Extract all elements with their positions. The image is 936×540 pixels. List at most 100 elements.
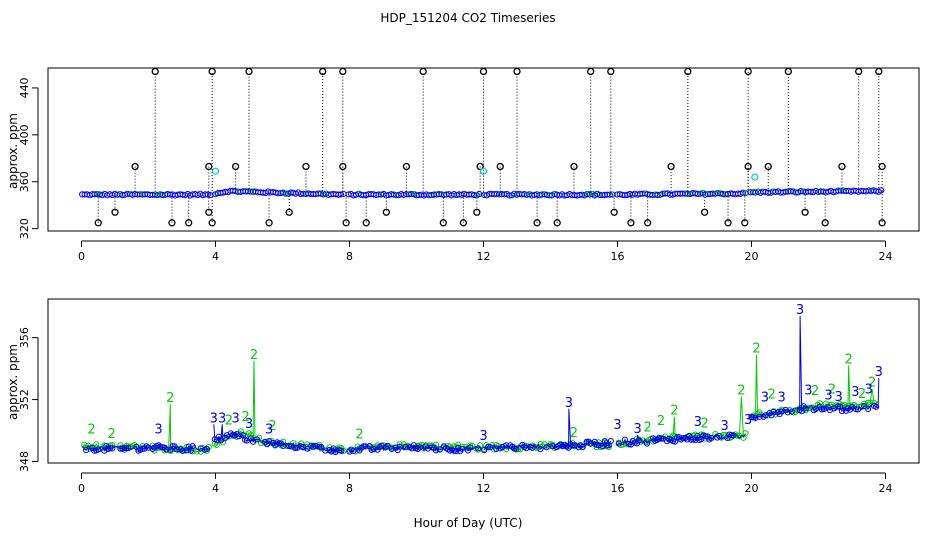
- bottom-axes: 0 4 8 12 16 20 24 348 352 356: [18, 327, 893, 495]
- outlier-marker: [667, 162, 675, 171]
- series-2-label: 2: [700, 417, 708, 432]
- series-3-marker: [452, 448, 460, 455]
- series-2-marker: [245, 430, 253, 437]
- outlier-marker: [285, 208, 293, 216]
- bottom-plot-frame: [47, 298, 920, 464]
- series-3-label: 3: [479, 429, 487, 444]
- outlier-marker: [302, 162, 310, 171]
- outlier-marker: [205, 162, 213, 171]
- series-3-marker: [436, 446, 444, 453]
- series-2-label: 2: [828, 383, 836, 398]
- series-3-label: 3: [804, 383, 812, 398]
- series-2-marker: [734, 432, 741, 439]
- series-3-marker: [422, 443, 429, 450]
- series-3-label: 3: [231, 412, 239, 427]
- series-3-marker: [549, 443, 556, 450]
- series-3-marker: [280, 442, 287, 450]
- series-2-label: 2: [811, 384, 819, 399]
- baseline-marker-green: [248, 188, 255, 194]
- baseline-marker-green: [527, 191, 534, 197]
- series-2-marker: [247, 432, 255, 439]
- bottom-x-tick-label: 12: [477, 482, 491, 495]
- series-3-line: [81, 315, 880, 454]
- top-ylabel: approx. ppm: [6, 113, 20, 189]
- baseline-marker: [606, 191, 613, 198]
- baseline-marker: [204, 191, 211, 198]
- outlier-marker: [878, 219, 886, 227]
- series-3-marker: [312, 442, 319, 449]
- series-2-marker: [722, 431, 729, 438]
- top-y-tick-label: 320: [18, 218, 31, 239]
- outlier-marker: [875, 67, 883, 76]
- top-data: [79, 67, 886, 227]
- outlier-marker: [610, 208, 618, 216]
- top-y-tick-label: 440: [18, 77, 31, 98]
- outlier-marker: [570, 162, 578, 171]
- top-x-tick-label: 24: [879, 250, 893, 263]
- baseline-marker-green: [683, 190, 689, 196]
- series-3-marker: [169, 443, 176, 450]
- series-3-label: 3: [154, 423, 162, 438]
- outlier-marker: [265, 219, 273, 227]
- outlier-marker: [111, 208, 119, 216]
- bottom-x-tick-label: 20: [745, 482, 759, 495]
- series-3-label: 3: [865, 382, 873, 397]
- series-3-marker: [247, 435, 255, 442]
- bottom-x-tick-label: 4: [212, 482, 219, 495]
- series-3-marker: [543, 444, 550, 451]
- series-3-marker: [523, 445, 530, 452]
- x-axis-label: Hour of Day (UTC): [414, 516, 523, 530]
- outlier-marker: [473, 208, 481, 216]
- series-2-label: 2: [242, 410, 250, 425]
- series-3-label: 3: [245, 417, 253, 432]
- outlier-marker: [476, 162, 484, 171]
- series-2-label: 2: [767, 388, 775, 403]
- outlier-marker: [185, 219, 193, 227]
- baseline-marker-green: [610, 191, 616, 197]
- series-3-marker: [873, 403, 880, 410]
- series-2-spike-label: 2: [845, 353, 853, 368]
- series-3-marker: [394, 446, 401, 454]
- series-3-label: 3: [834, 390, 842, 405]
- series-3-marker: [384, 442, 391, 449]
- series-3-marker: [579, 443, 586, 450]
- series-3-spike-label: 3: [210, 411, 218, 426]
- series-2-label: 2: [657, 414, 665, 429]
- series-3-spike-label: 3: [633, 422, 641, 437]
- baseline-marker-green: [236, 188, 242, 194]
- series-3-marker: [595, 442, 602, 449]
- top-y-tick-label: 360: [18, 171, 31, 192]
- bottom-x-tick-label: 24: [879, 482, 893, 495]
- baseline-marker-green: [585, 190, 591, 196]
- baseline-marker-green: [771, 188, 777, 194]
- outlier-marker: [208, 219, 216, 227]
- top-panel: approx. ppm 0 4 8 12 16 20 24 320 360 400 440: [6, 67, 920, 263]
- baseline-marker: [739, 189, 747, 196]
- series-2-label: 2: [225, 413, 233, 428]
- outlier-marker: [700, 208, 709, 216]
- series-3-marker: [537, 445, 544, 453]
- outlier-marker: [838, 162, 846, 171]
- baseline-marker-green: [593, 192, 599, 198]
- series-3-label: 3: [721, 419, 729, 434]
- outlier-marker: [319, 67, 327, 76]
- outlier-marker: [419, 67, 427, 76]
- series-2-label: 2: [644, 420, 652, 435]
- outlier-marker: [439, 219, 447, 227]
- outlier-marker: [764, 162, 772, 171]
- cyan-marker: [211, 167, 220, 175]
- baseline-marker-green: [138, 191, 144, 197]
- baseline-marker-green: [743, 189, 750, 196]
- series-3-marker: [432, 447, 440, 454]
- cyan-marker: [751, 173, 759, 181]
- outlier-marker: [459, 219, 468, 227]
- series-3-marker: [519, 441, 526, 449]
- series-3-marker: [197, 445, 204, 452]
- series-3-spike-label: 3: [875, 365, 883, 380]
- baseline-marker: [878, 187, 885, 194]
- series-3-marker: [467, 444, 474, 451]
- series-3-marker: [95, 446, 102, 453]
- bottom-y-tick-label: 356: [18, 327, 31, 348]
- series-3-marker: [503, 442, 510, 449]
- baseline-marker-green: [841, 187, 848, 193]
